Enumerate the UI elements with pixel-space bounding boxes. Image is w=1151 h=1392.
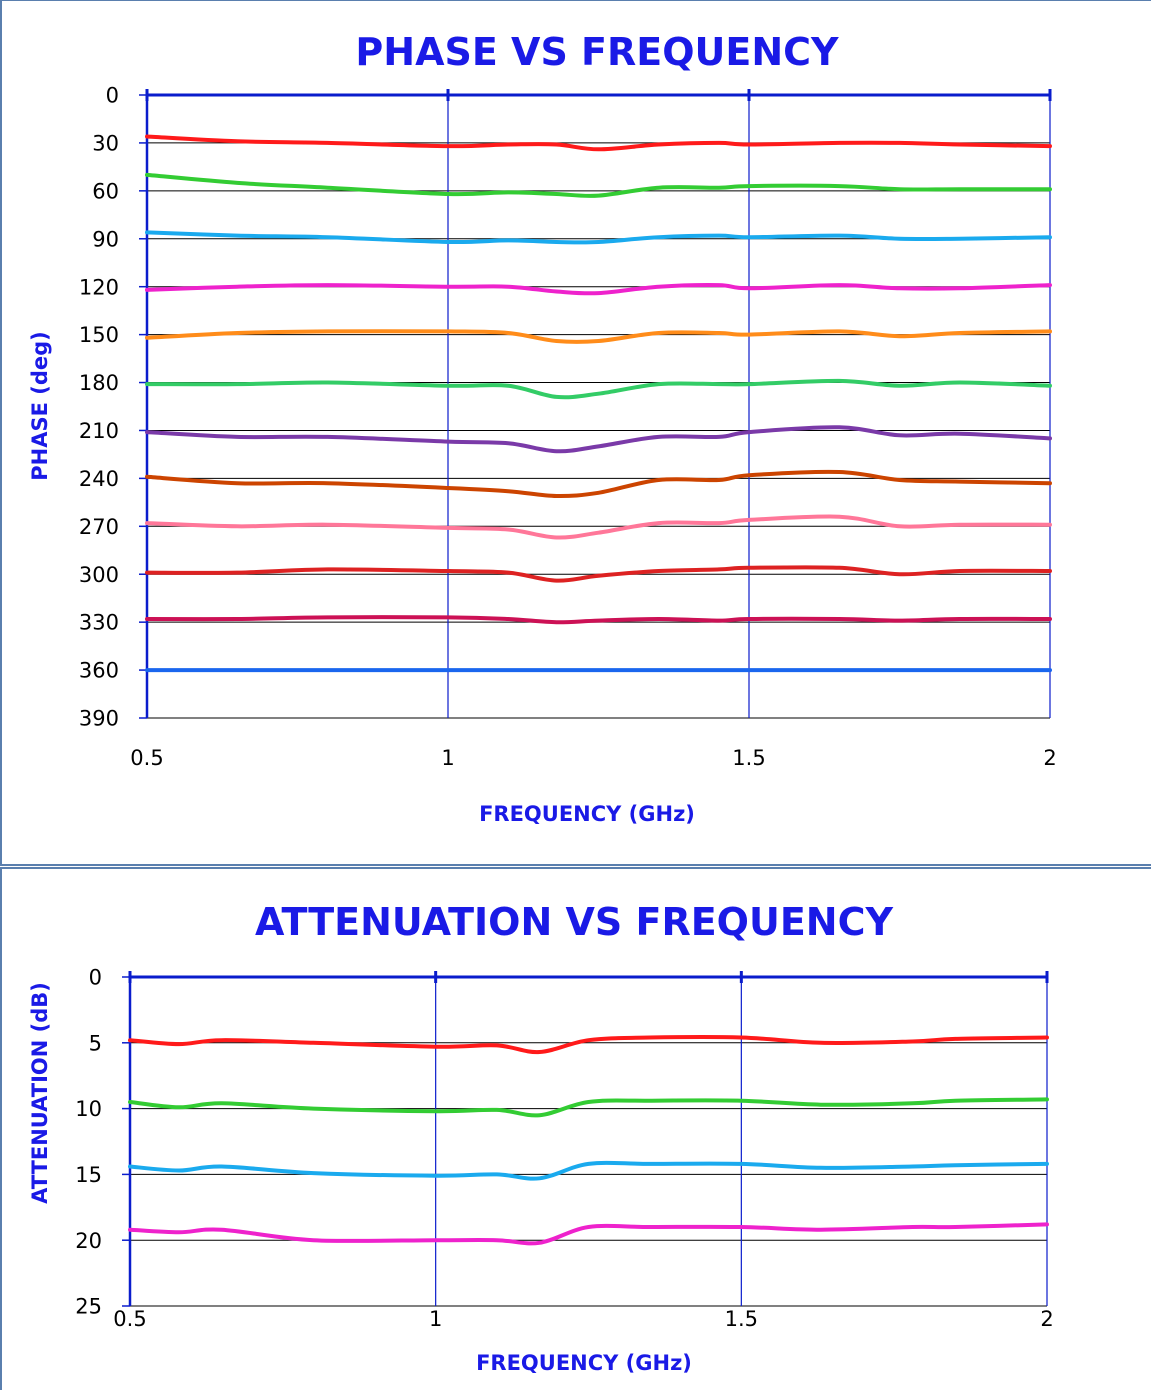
phase-y-tick-label: 0 xyxy=(106,84,119,108)
atten-y-tick-label: 15 xyxy=(75,1163,102,1187)
atten-x-tick-label: 0.5 xyxy=(113,1307,146,1331)
phase-y-tick-label: 60 xyxy=(92,179,119,203)
atten-x-tick-label: 1 xyxy=(429,1307,442,1331)
phase-x-tick-label: 1.5 xyxy=(732,746,765,770)
attenuation-x-axis-title: FREQUENCY (GHz) xyxy=(476,1351,692,1375)
atten-series-line-2 xyxy=(128,1097,1049,1118)
phase-series-line-11 xyxy=(145,615,1052,625)
phase-y-tick-label: 90 xyxy=(92,227,119,251)
atten-series-line-4 xyxy=(128,1222,1049,1246)
atten-series-line-1 xyxy=(128,1035,1049,1055)
atten-y-tick-label: 5 xyxy=(89,1031,102,1055)
phase-y-axis-title: PHASE (deg) xyxy=(28,331,52,481)
attenuation-chart: ATTENUATION VS FREQUENCY ATTENUATION (dB… xyxy=(28,900,1054,1375)
phase-y-tick-label: 390 xyxy=(79,707,119,731)
phase-series-line-10 xyxy=(145,565,1052,583)
phase-x-axis-title: FREQUENCY (GHz) xyxy=(479,802,695,826)
atten-x-tick-label: 1.5 xyxy=(725,1307,758,1331)
atten-x-tick-label: 2 xyxy=(1040,1307,1053,1331)
phase-y-tick-label: 180 xyxy=(79,371,119,395)
phase-series-line-8 xyxy=(145,469,1052,499)
phase-series-line-7 xyxy=(145,425,1052,454)
phase-series-line-3 xyxy=(145,230,1052,245)
phase-series-line-9 xyxy=(145,514,1052,540)
phase-y-tick-label: 120 xyxy=(79,275,119,299)
phase-series-line-2 xyxy=(145,172,1052,198)
attenuation-chart-panel: ATTENUATION VS FREQUENCY ATTENUATION (dB… xyxy=(0,867,1151,1390)
phase-y-tick-label: 360 xyxy=(79,659,119,683)
phase-chart-panel: PHASE VS FREQUENCY PHASE (deg) FREQUENCY… xyxy=(0,0,1151,864)
atten-y-tick-label: 0 xyxy=(89,966,102,990)
phase-x-tick-label: 0.5 xyxy=(130,746,163,770)
attenuation-y-axis-title: ATTENUATION (dB) xyxy=(28,982,52,1204)
phase-y-tick-label: 150 xyxy=(79,323,119,347)
panel-divider xyxy=(0,864,1151,866)
phase-y-tick-label: 240 xyxy=(79,467,119,491)
attenuation-chart-title: ATTENUATION VS FREQUENCY xyxy=(255,900,893,944)
phase-x-tick-label: 1 xyxy=(441,746,454,770)
atten-y-tick-label: 20 xyxy=(75,1229,102,1253)
phase-series-line-4 xyxy=(145,283,1052,296)
phase-x-tick-label: 2 xyxy=(1043,746,1056,770)
atten-y-tick-label: 10 xyxy=(75,1097,102,1121)
phase-y-tick-label: 210 xyxy=(79,419,119,443)
phase-y-tick-label: 30 xyxy=(92,131,119,155)
phase-series-line-6 xyxy=(145,378,1052,400)
phase-series-line-1 xyxy=(145,134,1052,152)
atten-series-line-3 xyxy=(128,1160,1049,1181)
phase-chart-title: PHASE VS FREQUENCY xyxy=(355,30,839,74)
phase-y-tick-label: 300 xyxy=(79,563,119,587)
atten-y-tick-label: 25 xyxy=(75,1295,102,1319)
phase-series-line-5 xyxy=(145,329,1052,344)
phase-chart: PHASE VS FREQUENCY PHASE (deg) FREQUENCY… xyxy=(28,30,1057,826)
phase-y-tick-label: 270 xyxy=(79,515,119,539)
phase-y-tick-label: 330 xyxy=(79,611,119,635)
